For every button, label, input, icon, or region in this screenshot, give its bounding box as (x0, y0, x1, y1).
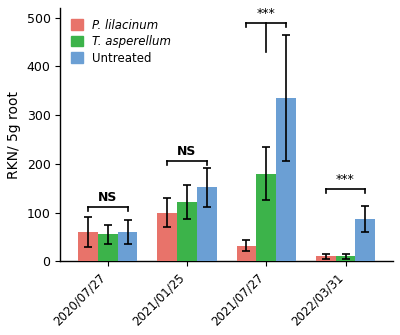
Bar (98, 234, 118, 261)
Text: NS: NS (98, 191, 118, 204)
Bar (276, 98, 296, 261)
Bar (236, 246, 256, 261)
Text: ***: *** (336, 173, 355, 186)
Text: ***: *** (257, 7, 276, 20)
Text: NS: NS (177, 145, 197, 158)
Bar (118, 232, 138, 261)
Bar (336, 256, 356, 261)
Bar (177, 202, 197, 261)
Y-axis label: RKN/ 5g root: RKN/ 5g root (7, 91, 21, 179)
Bar (356, 219, 375, 261)
Bar (316, 256, 336, 261)
Bar (157, 212, 177, 261)
Bar (197, 187, 217, 261)
Bar (256, 174, 276, 261)
Bar (78, 232, 98, 261)
Legend: P. lilacinum, T. asperellum, Untreated: P. lilacinum, T. asperellum, Untreated (66, 14, 176, 69)
